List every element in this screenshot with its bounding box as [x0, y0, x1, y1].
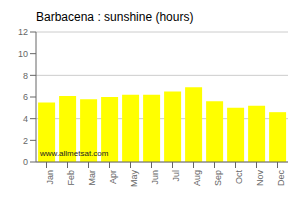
- svg-text:4: 4: [23, 114, 28, 124]
- svg-text:2: 2: [23, 136, 28, 146]
- svg-text:12: 12: [18, 27, 28, 37]
- svg-text:Apr: Apr: [108, 170, 118, 184]
- svg-text:Sep: Sep: [213, 170, 223, 186]
- svg-text:0: 0: [23, 157, 28, 167]
- svg-text:Feb: Feb: [66, 170, 76, 186]
- svg-text:Jan: Jan: [45, 170, 55, 185]
- svg-text:Dec: Dec: [276, 170, 286, 187]
- svg-text:Jun: Jun: [150, 170, 160, 185]
- svg-text:Aug: Aug: [192, 170, 202, 186]
- svg-text:Mar: Mar: [87, 170, 97, 186]
- svg-text:6: 6: [23, 92, 28, 102]
- svg-text:10: 10: [18, 49, 28, 59]
- html-text:www.allmetsat.com: www.allmetsat.com: [40, 149, 109, 158]
- svg-text:Jul: Jul: [171, 170, 181, 182]
- svg-text:Nov: Nov: [255, 170, 265, 187]
- svg-text:May: May: [129, 170, 139, 188]
- svg-text:Oct: Oct: [234, 170, 244, 185]
- html-text:Barbacena : sunshine (hours): Barbacena : sunshine (hours): [36, 10, 194, 24]
- svg-text:8: 8: [23, 71, 28, 81]
